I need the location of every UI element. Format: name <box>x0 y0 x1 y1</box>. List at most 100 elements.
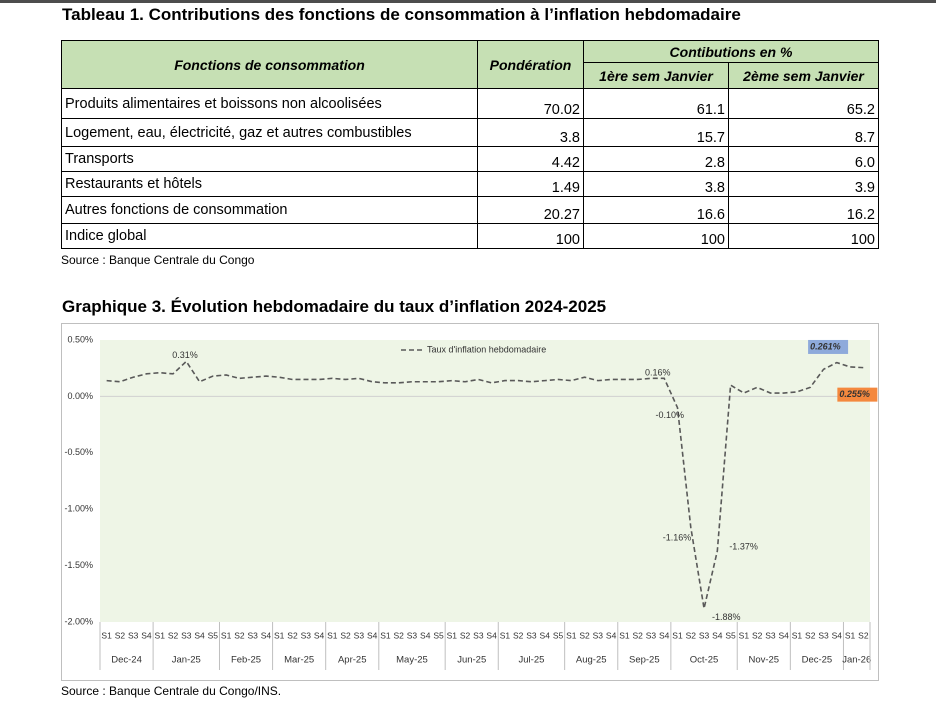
x-tick-label: S2 <box>805 630 816 640</box>
x-tick-label: S1 <box>380 630 391 640</box>
header-cell: 2ème sem Janvier <box>728 62 879 89</box>
table-source: Source : Banque Centrale du Congo <box>61 253 255 267</box>
x-tick-label: S3 <box>301 630 312 640</box>
value-cell: 16.6 <box>583 196 729 224</box>
y-tick-label: -1.50% <box>64 560 93 570</box>
x-tick-label: S1 <box>500 630 511 640</box>
x-tick-label: S4 <box>141 630 152 640</box>
row-label: Indice global <box>61 223 478 249</box>
group-label: Dec-24 <box>111 655 142 666</box>
y-tick-label: 0.00% <box>67 391 93 401</box>
x-tick-label: S4 <box>367 630 378 640</box>
data-label: 0.16% <box>645 368 671 378</box>
x-tick-label: S1 <box>327 630 338 640</box>
group-label: Jan-26 <box>842 655 871 666</box>
header-cell: 1ère sem Janvier <box>583 62 729 89</box>
group-label: Aug-25 <box>576 655 607 666</box>
value-cell: 8.7 <box>728 118 879 147</box>
row-label: Autres fonctions de consommation <box>61 196 478 224</box>
x-tick-label: S2 <box>340 630 351 640</box>
value-cell: 61.1 <box>583 88 729 119</box>
x-tick-label: S4 <box>486 630 497 640</box>
chart-source: Source : Banque Centrale du Congo/INS. <box>61 684 282 698</box>
y-tick-label: -1.00% <box>64 504 93 514</box>
value-cell: 65.2 <box>728 88 879 119</box>
table-title: Tableau 1. Contributions des fonctions d… <box>62 5 741 24</box>
table-row: Transports 4.42 2.8 6.0 <box>61 146 879 172</box>
x-tick-label: S2 <box>168 630 179 640</box>
x-tick-label: S2 <box>234 630 245 640</box>
x-tick-label: S3 <box>128 630 139 640</box>
x-tick-label: S2 <box>460 630 471 640</box>
group-label: Nov-25 <box>748 655 779 666</box>
x-tick-label: S1 <box>101 630 112 640</box>
row-label: Transports <box>61 146 478 172</box>
x-tick-label: S3 <box>526 630 537 640</box>
x-tick-label: S3 <box>473 630 484 640</box>
value-cell: 1.49 <box>477 171 584 197</box>
x-tick-label: S3 <box>646 630 657 640</box>
x-tick-label: S2 <box>632 630 643 640</box>
value-cell: 3.8 <box>583 171 729 197</box>
plot-area <box>100 340 870 622</box>
x-tick-label: S1 <box>792 630 803 640</box>
group-label: Mar-25 <box>284 655 314 666</box>
x-tick-label: S4 <box>540 630 551 640</box>
value-cell: 100 <box>477 223 584 249</box>
value-cell: 100 <box>583 223 729 249</box>
x-tick-label: S2 <box>579 630 590 640</box>
group-label: Jun-25 <box>457 655 486 666</box>
value-cell: 2.8 <box>583 146 729 172</box>
legend-label: Taux d'inflation hebdomadaire <box>427 344 546 354</box>
data-line <box>106 360 864 609</box>
table: Fonctions de consommation Pondération Co… <box>61 40 879 249</box>
chart-title: Graphique 3. Évolution hebdomadaire du t… <box>62 297 607 316</box>
data-label: 0.261% <box>810 341 841 351</box>
x-tick-label: S4 <box>712 630 723 640</box>
y-tick-label: -2.00% <box>64 616 93 626</box>
x-tick-label: S4 <box>314 630 325 640</box>
x-tick-label: S4 <box>832 630 843 640</box>
x-tick-label: S3 <box>765 630 776 640</box>
x-tick-label: S1 <box>447 630 458 640</box>
group-label: Jan-25 <box>172 655 201 666</box>
row-label: Logement, eau, électricité, gaz et autre… <box>61 118 478 147</box>
data-label: -1.16% <box>663 533 692 543</box>
table-row: Produits alimentaires et boissons non al… <box>61 88 879 119</box>
value-cell: 4.42 <box>477 146 584 172</box>
data-label: 0.255% <box>839 389 870 399</box>
table-row: Logement, eau, électricité, gaz et autre… <box>61 118 879 147</box>
group-label: Apr-25 <box>338 655 367 666</box>
x-tick-label: S5 <box>725 630 736 640</box>
x-tick-label: S2 <box>115 630 126 640</box>
x-tick-label: S4 <box>194 630 205 640</box>
x-tick-label: S1 <box>672 630 683 640</box>
value-cell: 100 <box>728 223 879 249</box>
group-label: Sep-25 <box>629 655 660 666</box>
value-cell: 70.02 <box>477 88 584 119</box>
x-tick-label: S3 <box>699 630 710 640</box>
group-label: Dec-25 <box>802 655 833 666</box>
group-label: Jul-25 <box>519 655 545 666</box>
group-label: May-25 <box>396 655 428 666</box>
x-tick-label: S1 <box>221 630 232 640</box>
x-tick-label: S1 <box>619 630 630 640</box>
x-tick-label: S3 <box>407 630 418 640</box>
x-tick-label: S2 <box>287 630 298 640</box>
value-cell: 15.7 <box>583 118 729 147</box>
value-cell: 16.2 <box>728 196 879 224</box>
value-cell: 3.9 <box>728 171 879 197</box>
x-tick-label: S2 <box>394 630 405 640</box>
value-cell: 6.0 <box>728 146 879 172</box>
x-tick-label: S3 <box>247 630 258 640</box>
header-cell: Contibutions en % <box>583 40 879 63</box>
x-tick-label: S3 <box>181 630 192 640</box>
table-row: Autres fonctions de consommation 20.27 16.… <box>61 196 879 224</box>
x-tick-label: S3 <box>818 630 829 640</box>
data-label: -1.37% <box>729 541 758 551</box>
x-tick-label: S4 <box>261 630 272 640</box>
x-tick-label: S3 <box>354 630 365 640</box>
x-tick-label: S1 <box>566 630 577 640</box>
x-tick-label: S1 <box>155 630 166 640</box>
value-cell: 20.27 <box>477 196 584 224</box>
